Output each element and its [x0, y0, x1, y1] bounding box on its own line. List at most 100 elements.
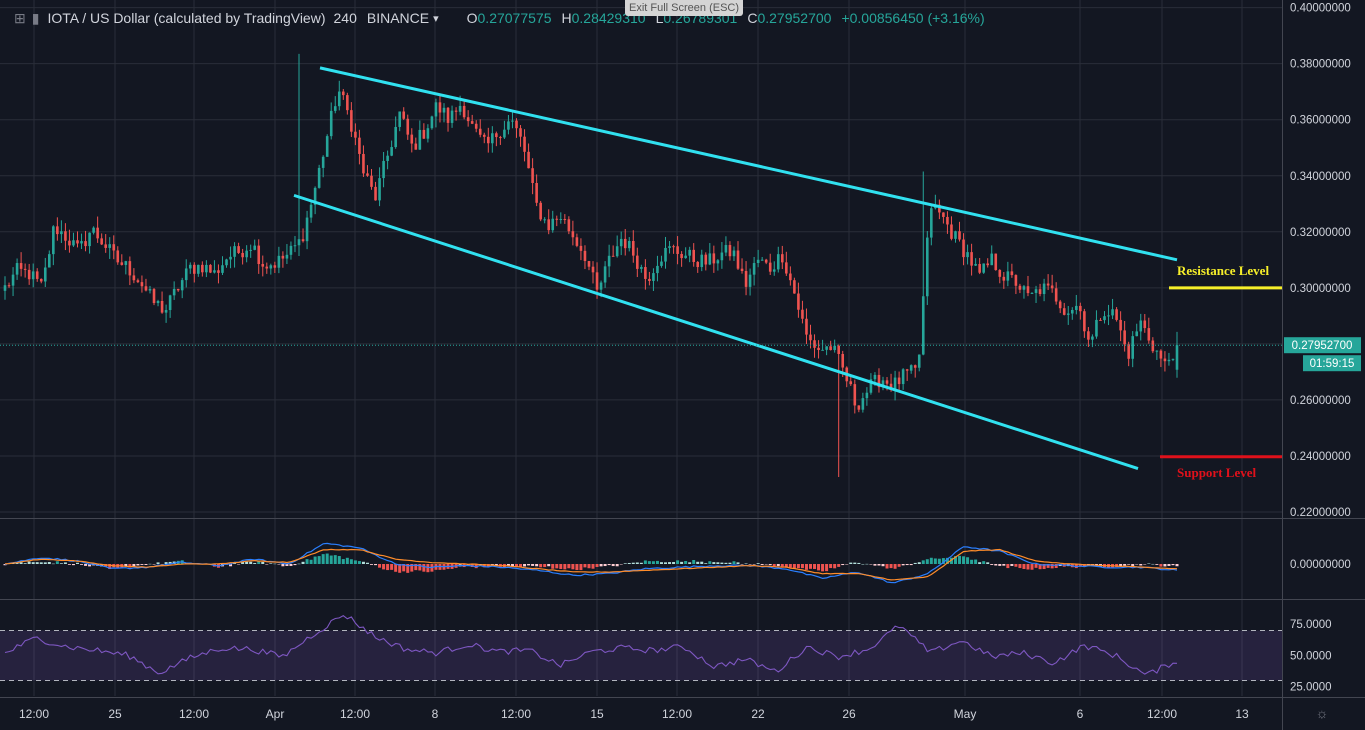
macd-bar	[527, 564, 531, 566]
macd-bar	[309, 559, 313, 564]
macd-bar	[39, 562, 43, 564]
candle-body	[664, 247, 667, 262]
candle-body	[885, 380, 889, 384]
candle-body	[454, 110, 458, 112]
macd-bar	[599, 564, 603, 567]
candle-body	[1030, 292, 1034, 294]
interval-label[interactable]: 240	[333, 10, 357, 26]
macd-bar	[877, 564, 881, 566]
candle-body	[772, 269, 776, 272]
last-price-tag	[1284, 337, 1361, 354]
collapse-icon[interactable]: ▮	[31, 9, 40, 26]
macd-bar	[277, 564, 281, 565]
macd-bar	[59, 563, 63, 564]
chart-header: ⊞ ▮ IOTA / US Dollar (calculated by Trad…	[0, 0, 1282, 36]
expand-icon[interactable]: ⊞	[14, 9, 26, 26]
candle-body	[640, 267, 643, 269]
candle-body	[1115, 309, 1118, 320]
candle-body	[1107, 315, 1110, 317]
macd-bar	[817, 564, 821, 571]
candle-body	[217, 270, 220, 273]
candle-body	[515, 120, 518, 129]
candle-body	[1050, 285, 1054, 289]
macd-bar	[643, 560, 647, 564]
macd-bar	[998, 564, 1002, 566]
candle-body	[265, 266, 269, 269]
time-tick-label: May	[954, 707, 977, 721]
time-tick-label: 8	[432, 707, 439, 721]
candle-body	[998, 270, 1002, 277]
macd-bar	[31, 562, 35, 564]
candle-body	[197, 264, 200, 274]
macd-bar	[849, 562, 853, 564]
macd-bar	[160, 564, 164, 565]
macd-bar	[1131, 564, 1135, 567]
chevron-down-icon[interactable]: ▾	[433, 12, 439, 25]
candle-body	[23, 268, 27, 270]
macd-bar	[780, 564, 784, 567]
macd-bar	[51, 563, 55, 565]
candle-body	[140, 282, 144, 287]
macd-bar	[80, 564, 84, 565]
candle-body	[434, 102, 438, 117]
macd-bar	[535, 564, 539, 567]
candle-body	[442, 107, 446, 113]
macd-bar	[108, 564, 112, 570]
macd-bar	[760, 564, 764, 565]
candle-body	[901, 369, 905, 385]
macd-bar	[1167, 564, 1171, 566]
candle-body	[1046, 283, 1050, 286]
macd-bar	[837, 564, 841, 567]
candle-body	[321, 156, 325, 168]
candle-body	[192, 264, 196, 274]
macd-bar	[144, 564, 148, 565]
candle-body	[1075, 305, 1078, 310]
candle-body	[426, 128, 430, 139]
candle-body	[180, 280, 184, 291]
macd-bar	[853, 562, 857, 564]
candle-body	[925, 237, 929, 297]
macd-bar	[970, 559, 974, 564]
macd-bar	[889, 564, 893, 569]
candle-body	[1038, 289, 1042, 295]
candle-body	[7, 285, 11, 287]
macd-bar	[708, 561, 712, 564]
macd-bar	[994, 564, 998, 566]
candle-body	[519, 128, 522, 137]
candle-body	[241, 252, 244, 258]
macd-bar	[43, 562, 47, 564]
macd-bar	[796, 564, 800, 569]
macd-bar	[591, 564, 595, 569]
exit-fullscreen-button[interactable]: Exit Full Screen (ESC)	[625, 0, 743, 16]
candle-body	[450, 110, 454, 123]
candle-body	[688, 249, 691, 256]
candle-body	[1034, 289, 1038, 293]
macd-bar	[647, 561, 651, 564]
candle-body	[482, 134, 486, 137]
candle-body	[611, 255, 615, 257]
macd-bar	[897, 564, 901, 567]
candle-body	[680, 253, 683, 259]
candle-body	[285, 254, 289, 259]
macd-bar	[414, 564, 418, 571]
candle-body	[1095, 319, 1098, 337]
macd-bar	[861, 563, 865, 565]
macd-bar	[301, 561, 305, 564]
macd-bar	[1159, 564, 1163, 567]
price-tick-label: 0.40000000	[1290, 3, 1351, 15]
macd-bar	[555, 564, 559, 569]
macd-bar	[523, 564, 527, 567]
macd-bar	[249, 561, 253, 564]
symbol-title[interactable]: IOTA / US Dollar (calculated by TradingV…	[47, 10, 326, 26]
candle-body	[394, 126, 397, 148]
candle-body	[201, 264, 204, 273]
candle-body	[60, 231, 63, 235]
candle-body	[954, 231, 957, 239]
candle-body	[491, 133, 494, 144]
candle-body	[559, 219, 563, 221]
macd-bar	[845, 564, 849, 565]
macd-bar	[265, 564, 269, 565]
macd-bar	[353, 560, 357, 564]
macd-bar	[1042, 564, 1046, 570]
macd-bar	[833, 564, 837, 569]
